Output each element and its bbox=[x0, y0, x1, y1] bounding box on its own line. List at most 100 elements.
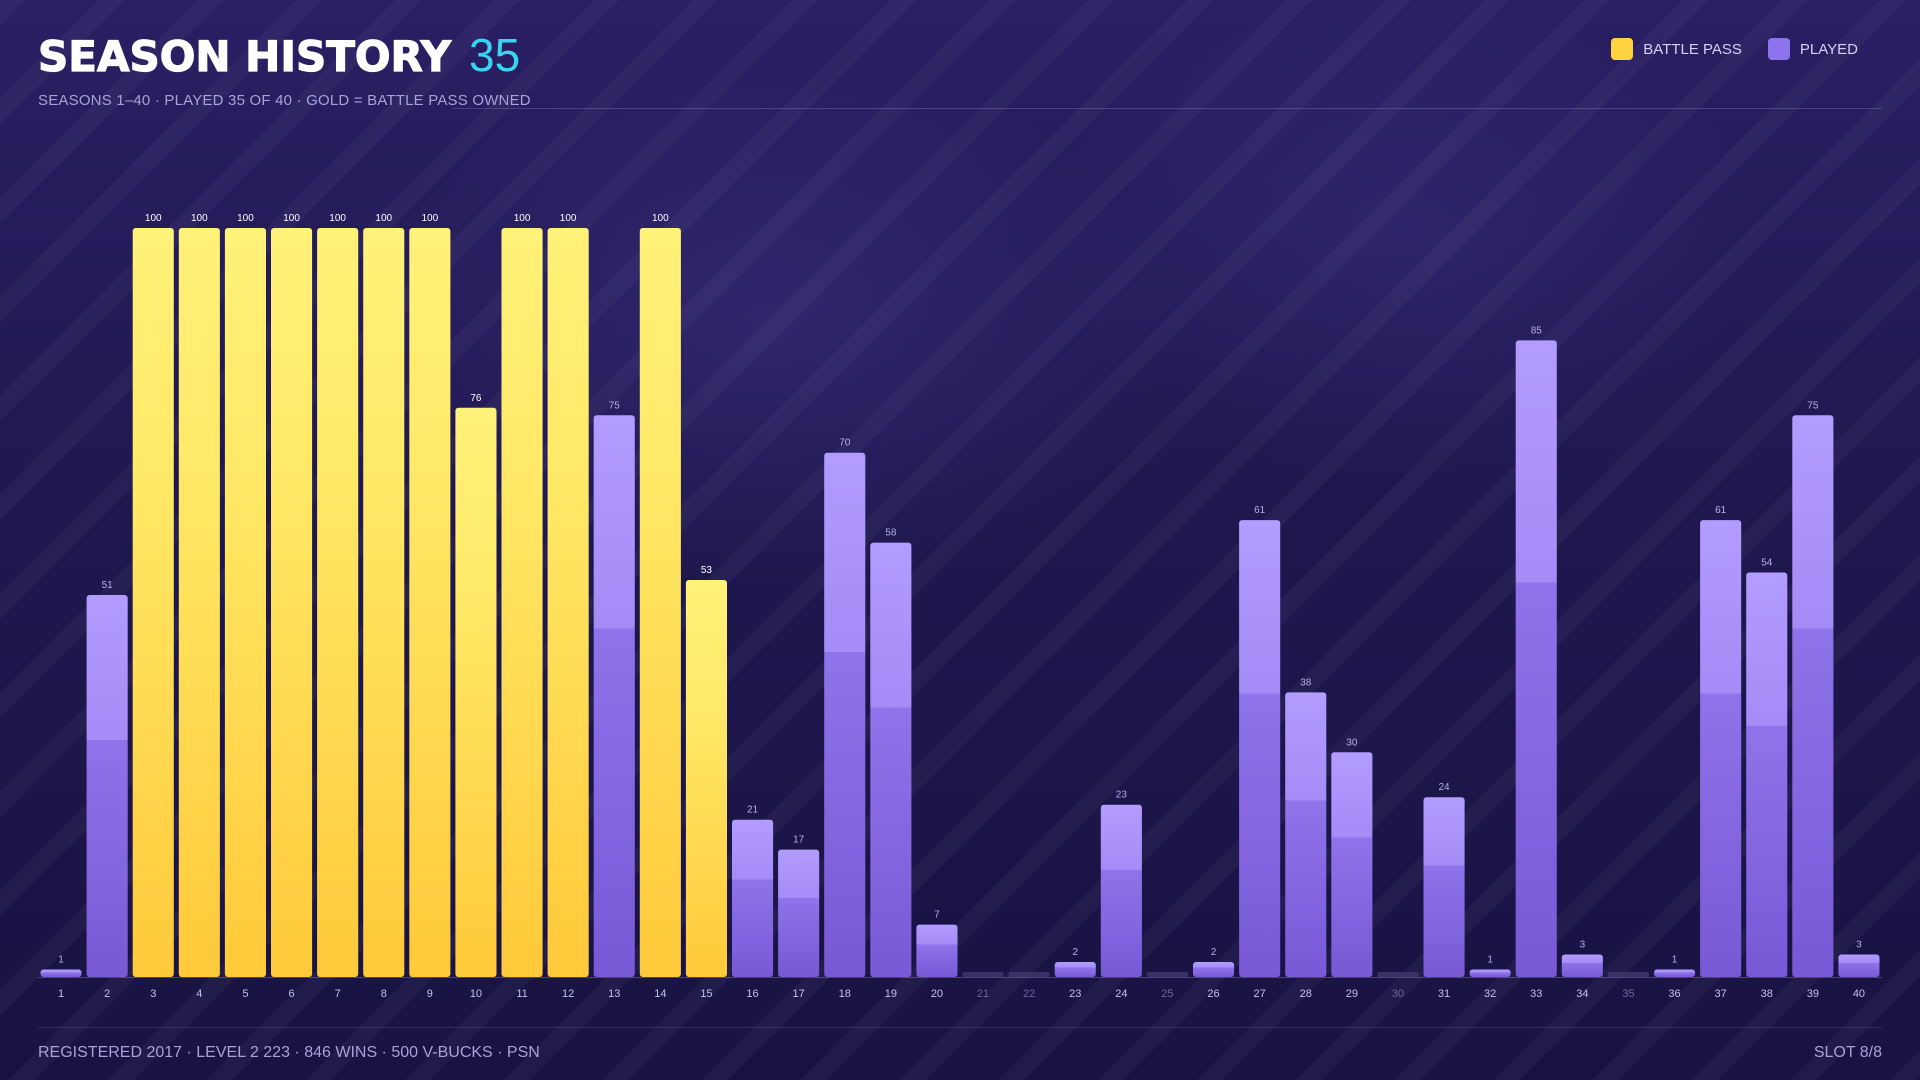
bar-season-7 bbox=[317, 228, 359, 977]
bar-value-label-11: 100 bbox=[514, 213, 531, 224]
x-tick-label-31: 31 bbox=[1438, 988, 1450, 1000]
footer-divider bbox=[38, 1027, 1882, 1028]
legend-swatch-battle-pass bbox=[1611, 38, 1634, 60]
page-subtitle: SEASONS 1–40 · PLAYED 35 OF 40 · GOLD = … bbox=[38, 92, 531, 109]
bar-value-label-17: 17 bbox=[793, 835, 805, 846]
bar-season-22 bbox=[1008, 972, 1050, 977]
bar-season-2 bbox=[86, 595, 128, 977]
legend-item-battle-pass: BATTLE PASS bbox=[1611, 38, 1742, 60]
page-title: SEASON HISTORY bbox=[37, 31, 452, 81]
bar-value-label-9: 100 bbox=[422, 213, 439, 224]
x-tick-label-3: 3 bbox=[150, 988, 156, 1000]
bar-value-label-34: 3 bbox=[1580, 940, 1586, 951]
bar-season-21 bbox=[962, 972, 1004, 977]
bar-group: 1151210031004100510061007100810097610100… bbox=[40, 213, 1880, 1000]
bar-value-label-15: 53 bbox=[701, 565, 713, 576]
bar-value-label-33: 85 bbox=[1531, 325, 1543, 336]
x-tick-label-40: 40 bbox=[1853, 988, 1865, 1000]
bar-season-26 bbox=[1193, 962, 1235, 977]
x-tick-label-36: 36 bbox=[1668, 988, 1680, 1000]
bar-value-label-24: 23 bbox=[1116, 790, 1128, 801]
bar-season-17 bbox=[778, 849, 820, 977]
bar-value-label-39: 75 bbox=[1807, 400, 1819, 411]
legend-label-battle-pass: BATTLE PASS bbox=[1643, 40, 1742, 58]
bar-value-label-26: 2 bbox=[1211, 947, 1217, 958]
bar-value-label-13: 75 bbox=[609, 400, 621, 411]
bar-season-1 bbox=[40, 969, 82, 977]
bar-season-6 bbox=[271, 228, 313, 977]
bar-season-28 bbox=[1285, 692, 1327, 977]
x-tick-label-12: 12 bbox=[562, 988, 574, 1000]
bar-value-label-29: 30 bbox=[1346, 737, 1358, 748]
bar-season-12 bbox=[547, 228, 589, 977]
bar-value-label-20: 7 bbox=[934, 910, 940, 921]
bar-season-14 bbox=[639, 228, 681, 977]
x-tick-label-33: 33 bbox=[1530, 988, 1542, 1000]
legend-item-played: PLAYED bbox=[1767, 38, 1858, 60]
header-divider bbox=[452, 108, 1882, 109]
seasons-played-count: 35 bbox=[469, 29, 521, 81]
x-tick-label-27: 27 bbox=[1254, 988, 1266, 1000]
bar-season-40 bbox=[1838, 954, 1880, 977]
x-tick-label-25: 25 bbox=[1161, 988, 1173, 1000]
legend-label-played: PLAYED bbox=[1799, 40, 1858, 58]
slot-indicator: SLOT 8/8 bbox=[1813, 1044, 1882, 1061]
bar-value-label-2: 51 bbox=[102, 580, 114, 591]
x-tick-label-38: 38 bbox=[1761, 988, 1773, 1000]
x-tick-label-24: 24 bbox=[1115, 988, 1127, 1000]
bar-value-label-37: 61 bbox=[1715, 505, 1727, 516]
x-tick-label-39: 39 bbox=[1807, 988, 1819, 1000]
x-tick-label-37: 37 bbox=[1715, 988, 1727, 1000]
bar-value-label-23: 2 bbox=[1072, 947, 1078, 958]
bar-value-label-16: 21 bbox=[747, 805, 759, 816]
x-tick-label-17: 17 bbox=[793, 988, 805, 1000]
bar-season-36 bbox=[1654, 969, 1696, 977]
bar-value-label-10: 76 bbox=[470, 393, 482, 404]
x-tick-label-2: 2 bbox=[104, 988, 110, 1000]
x-tick-label-18: 18 bbox=[839, 988, 851, 1000]
bar-season-3 bbox=[132, 228, 174, 977]
bar-value-label-1: 1 bbox=[58, 955, 64, 966]
bar-season-13 bbox=[593, 415, 635, 977]
bar-value-label-14: 100 bbox=[652, 213, 669, 224]
x-tick-label-34: 34 bbox=[1576, 988, 1588, 1000]
bar-value-label-36: 1 bbox=[1672, 955, 1678, 966]
bar-value-label-31: 24 bbox=[1438, 782, 1450, 793]
bar-value-label-4: 100 bbox=[191, 213, 208, 224]
x-tick-label-19: 19 bbox=[885, 988, 897, 1000]
bar-season-18 bbox=[824, 452, 866, 977]
bar-season-33 bbox=[1515, 340, 1557, 978]
bar-value-label-6: 100 bbox=[283, 213, 300, 224]
x-tick-label-8: 8 bbox=[381, 988, 387, 1000]
account-summary: REGISTERED 2017 · LEVEL 2 223 · 846 WINS… bbox=[38, 1044, 540, 1061]
x-tick-label-22: 22 bbox=[1023, 988, 1035, 1000]
bar-value-label-38: 54 bbox=[1761, 558, 1773, 569]
bar-season-29 bbox=[1331, 752, 1373, 977]
bar-season-19 bbox=[870, 542, 912, 977]
x-tick-label-26: 26 bbox=[1207, 988, 1219, 1000]
x-tick-label-35: 35 bbox=[1622, 988, 1634, 1000]
x-tick-label-21: 21 bbox=[977, 988, 989, 1000]
x-tick-label-11: 11 bbox=[516, 988, 527, 1000]
x-tick-label-16: 16 bbox=[746, 988, 758, 1000]
bar-season-10 bbox=[455, 407, 497, 977]
chart-legend: BATTLE PASS PLAYED bbox=[1611, 38, 1858, 60]
bar-value-label-8: 100 bbox=[375, 213, 392, 224]
bar-value-label-27: 61 bbox=[1254, 505, 1266, 516]
x-tick-label-30: 30 bbox=[1392, 988, 1404, 1000]
x-tick-label-23: 23 bbox=[1069, 988, 1081, 1000]
bar-season-16 bbox=[732, 819, 774, 977]
bar-season-15 bbox=[685, 580, 727, 977]
bar-value-label-12: 100 bbox=[560, 213, 577, 224]
x-tick-label-4: 4 bbox=[196, 988, 202, 1000]
x-tick-label-1: 1 bbox=[58, 988, 64, 1000]
bar-value-label-5: 100 bbox=[237, 213, 254, 224]
bar-season-27 bbox=[1239, 520, 1281, 977]
x-tick-label-32: 32 bbox=[1484, 988, 1496, 1000]
bar-value-label-18: 70 bbox=[839, 438, 851, 449]
bar-season-24 bbox=[1100, 804, 1142, 977]
bar-season-25 bbox=[1146, 972, 1188, 977]
bar-season-35 bbox=[1607, 972, 1649, 977]
